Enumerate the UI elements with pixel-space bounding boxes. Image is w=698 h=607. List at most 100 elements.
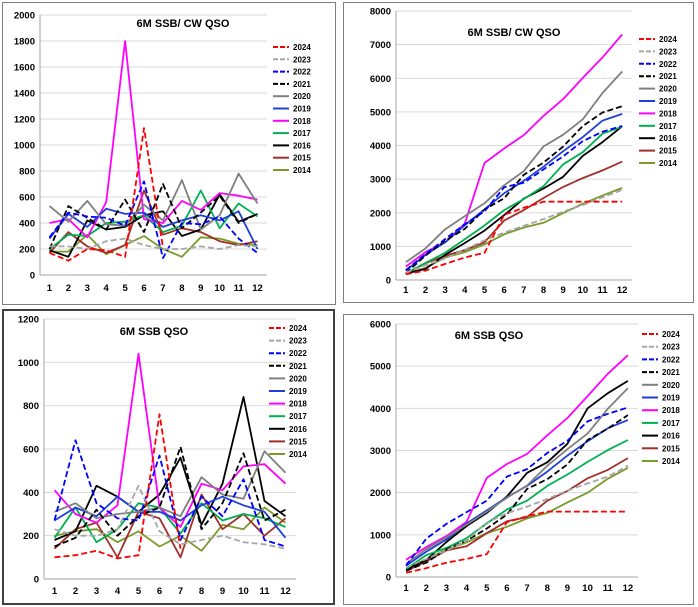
legend-label-2023: 2023 (662, 343, 680, 352)
x-tick-label: 3 (94, 586, 99, 597)
x-tick-label: 9 (198, 283, 203, 294)
x-tick-label: 1 (403, 285, 409, 296)
x-tick-label: 6 (157, 586, 162, 597)
series-line-2020 (405, 387, 629, 565)
y-tick-label: 2000 (370, 208, 391, 219)
x-tick-label: 11 (603, 583, 614, 594)
series-line-2023 (405, 464, 629, 569)
x-tick-label: 4 (462, 285, 468, 296)
legend-label-2022: 2022 (293, 68, 311, 77)
x-tick-label: 10 (582, 583, 593, 594)
x-tick-label: 5 (482, 285, 488, 296)
x-tick-label: 3 (444, 583, 449, 594)
y-tick-label: 600 (23, 445, 39, 456)
y-tick-label: 1800 (14, 37, 35, 48)
x-tick-label: 8 (545, 583, 550, 594)
legend-label-2016: 2016 (662, 432, 680, 441)
x-tick-label: 4 (464, 583, 470, 594)
series-line-2020 (48, 172, 259, 231)
legend-label-2019: 2019 (662, 394, 680, 403)
legend-label-2024: 2024 (659, 35, 677, 44)
y-tick-label: 600 (19, 193, 35, 204)
series-line-2022 (53, 439, 286, 548)
y-tick-label: 200 (23, 531, 39, 542)
legend-label-2023: 2023 (659, 47, 677, 56)
x-tick-label: 11 (597, 285, 608, 296)
legend-label-2020: 2020 (293, 92, 311, 101)
series-line-2024 (49, 127, 164, 262)
legend-label-2018: 2018 (659, 109, 677, 118)
series-line-2016 (405, 125, 623, 275)
y-tick-label: 6000 (370, 74, 391, 85)
legend-label-2018: 2018 (662, 406, 680, 415)
series-line-2014 (405, 187, 623, 275)
y-tick-label: 800 (23, 401, 39, 412)
legend-label-2014: 2014 (659, 159, 677, 168)
series-line-2017 (405, 439, 629, 570)
x-tick-label: 11 (234, 283, 245, 294)
series-line-2015 (53, 493, 287, 559)
y-tick-label: 5000 (370, 107, 391, 118)
y-tick-label: 5000 (370, 362, 391, 373)
y-tick-label: 1000 (370, 530, 391, 541)
x-tick-label: 9 (220, 586, 225, 597)
y-tick-label: 4000 (370, 141, 391, 152)
legend-label-2023: 2023 (293, 55, 311, 64)
x-tick-label: 8 (199, 586, 204, 597)
legend-label-2022: 2022 (289, 349, 307, 358)
legend-label-2015: 2015 (289, 437, 307, 446)
x-tick-label: 6 (504, 583, 509, 594)
chart-panel-cumulative-ssb-cw: 0 1000 2000 3000 4000 5000 6000 7000 8000 1 2 3 4 5 6 7… (343, 2, 694, 303)
legend-label-2015: 2015 (659, 147, 677, 156)
legend-label-2024: 2024 (662, 330, 680, 339)
y-tick-label: 400 (19, 219, 35, 230)
x-tick-label: 6 (502, 285, 507, 296)
series-line-2024 (54, 413, 182, 560)
x-tick-label: 11 (259, 586, 270, 597)
series-line-2017 (405, 125, 623, 275)
y-tick-label: 7000 (370, 40, 391, 51)
x-tick-label: 1 (47, 283, 53, 294)
x-tick-label: 10 (578, 285, 589, 296)
y-tick-label: 1000 (18, 358, 39, 369)
legend-label-2018: 2018 (289, 400, 307, 409)
x-tick-label: 1 (403, 583, 409, 594)
legend-label-2021: 2021 (659, 72, 677, 81)
y-tick-label: 1000 (370, 242, 391, 253)
legend-label-2016: 2016 (293, 141, 311, 150)
x-tick-label: 12 (280, 586, 291, 597)
series-line-2018 (49, 40, 258, 239)
legend-label-2019: 2019 (293, 105, 311, 114)
series-line-2018 (405, 354, 629, 561)
x-tick-label: 12 (623, 583, 634, 594)
legend-label-2020: 2020 (659, 85, 677, 94)
legend-label-2017: 2017 (293, 129, 311, 138)
chart-panel-monthly-ssb-cw: 0 200 400 600 800 1000 1200 1400 1600 1800 2000 1 2 3… (2, 2, 336, 305)
legend-label-2015: 2015 (293, 154, 311, 163)
legend-label-2014: 2014 (293, 166, 311, 175)
x-tick-label: 5 (122, 283, 128, 294)
y-tick-label: 0 (34, 575, 39, 586)
x-tick-label: 8 (541, 285, 546, 296)
chart-panel-monthly-ssb: 0 200 400 600 800 1000 1200 1 2 3 4 5 6 7 8 9 10 11 12 6M S… (2, 309, 335, 605)
x-tick-label: 10 (214, 283, 225, 294)
x-tick-label: 1 (52, 586, 58, 597)
legend-label-2024: 2024 (293, 43, 311, 52)
legend-label-2021: 2021 (662, 368, 680, 377)
y-tick-label: 1000 (14, 141, 35, 152)
series-line-2014 (54, 506, 287, 552)
x-tick-label: 12 (617, 285, 628, 296)
y-tick-label: 6000 (370, 320, 391, 331)
chart-title: 6M SSB QSO (120, 326, 189, 338)
series-line-2022 (405, 125, 623, 271)
legend-label-2014: 2014 (662, 457, 680, 466)
y-tick-label: 400 (23, 488, 39, 499)
legend-label-2022: 2022 (662, 355, 680, 364)
y-tick-label: 2000 (14, 11, 35, 22)
legend-label-2017: 2017 (289, 412, 307, 421)
x-tick-label: 3 (85, 283, 90, 294)
x-tick-label: 4 (104, 283, 110, 294)
